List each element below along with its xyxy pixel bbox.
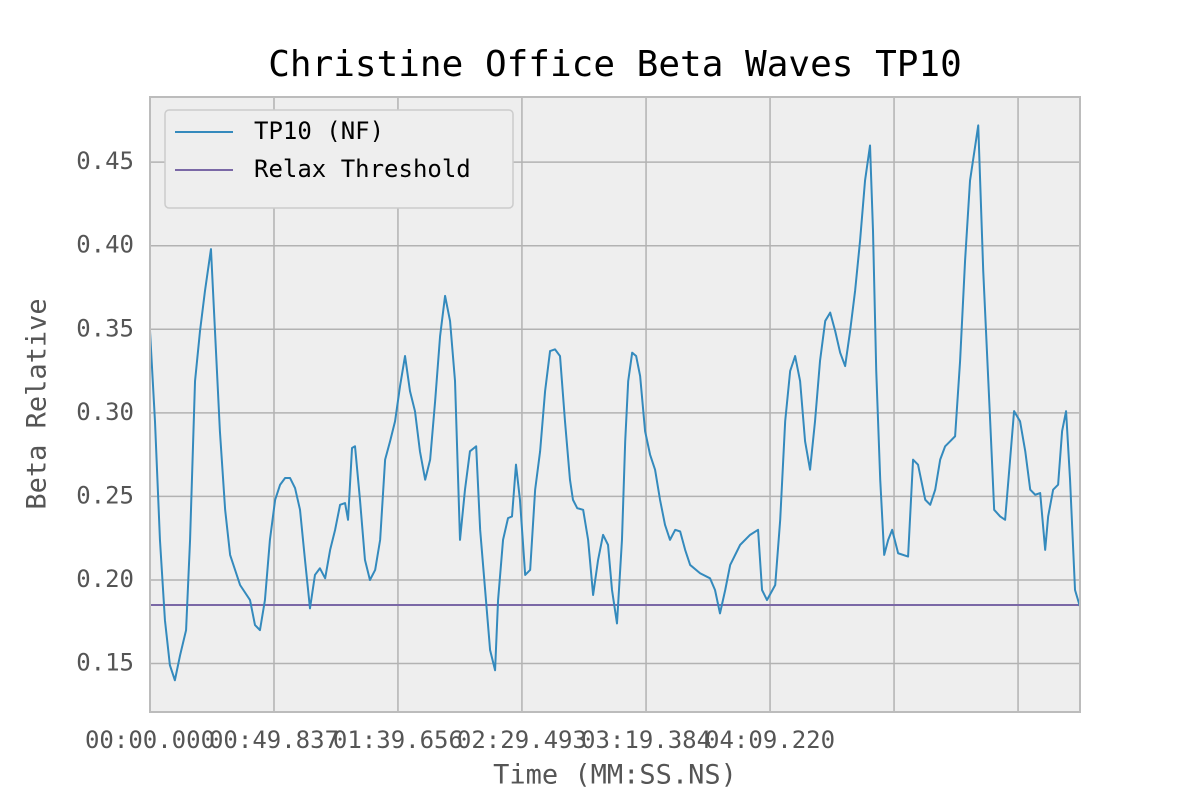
x-tick-label: 04:09.220	[705, 726, 835, 754]
y-tick-label: 0.20	[76, 565, 134, 593]
x-tick-label: 02:29.493	[457, 726, 587, 754]
legend-box	[164, 109, 514, 209]
y-tick-label: 0.45	[76, 147, 134, 175]
x-tick-label: 00:49.837	[209, 726, 339, 754]
legend-label: TP10 (NF)	[254, 117, 384, 145]
y-tick-label: 0.25	[76, 481, 134, 509]
x-tick-label: 03:19.384	[581, 726, 711, 754]
legend-label: Relax Threshold	[254, 155, 471, 183]
y-tick-label: 0.15	[76, 649, 134, 677]
x-axis-label: Time (MM:SS.NS)	[493, 760, 737, 791]
y-tick-label: 0.35	[76, 314, 134, 342]
x-tick-label: 00:00.000	[85, 726, 215, 754]
y-axis-label: Beta Relative	[22, 298, 53, 509]
chart-title: Christine Office Beta Waves TP10	[268, 44, 962, 85]
y-tick-label: 0.40	[76, 231, 134, 259]
plot-frame	[149, 96, 1081, 713]
data-line	[150, 124, 1080, 682]
y-tick-label: 0.30	[76, 398, 134, 426]
x-tick-label: 01:39.656	[333, 726, 463, 754]
